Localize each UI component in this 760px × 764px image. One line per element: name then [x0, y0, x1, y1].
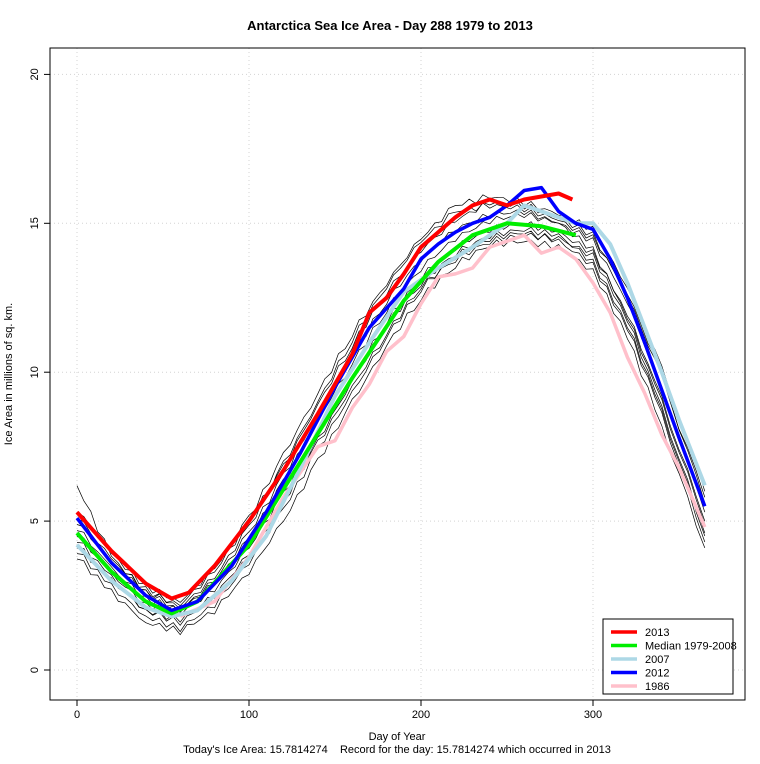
series-line-median-1979-2008	[75, 221, 577, 616]
series-line-2007	[75, 203, 707, 619]
y-tick-label: 0	[29, 667, 41, 673]
footer-text: Today's Ice Area: 15.7814274 Record for …	[183, 744, 611, 756]
y-tick-label: 10	[29, 366, 41, 378]
chart-title: Antarctica Sea Ice Area - Day 288 1979 t…	[247, 18, 533, 33]
series-line-2013	[75, 191, 574, 601]
y-tick-label: 5	[29, 518, 41, 524]
axes: 0 100 200 300 0 5 10 15 20	[29, 68, 602, 721]
grid	[50, 48, 745, 700]
series-line-1986	[179, 233, 707, 619]
other-year-line	[76, 239, 706, 636]
legend-label: 2007	[645, 654, 669, 666]
legend-label: Median 1979-2008	[645, 641, 737, 653]
other-year-line	[76, 230, 706, 633]
other-year-line	[76, 209, 706, 613]
x-tick-label: 0	[74, 709, 80, 721]
x-tick-label: 300	[584, 709, 602, 721]
series-lines	[75, 185, 707, 636]
other-year-line	[76, 194, 706, 603]
y-tick-label: 20	[29, 68, 41, 80]
legend-label: 2012	[645, 668, 669, 680]
x-axis-label: Day of Year	[369, 731, 426, 743]
other-year-line	[76, 232, 706, 623]
x-tick-label: 100	[240, 709, 258, 721]
legend-label: 2013	[645, 627, 669, 639]
y-axis-label: Ice Area in millions of sq. km.	[3, 303, 15, 445]
x-tick-label: 200	[412, 709, 430, 721]
y-tick-label: 15	[29, 217, 41, 229]
other-year-line	[76, 212, 706, 613]
plot-frame	[49, 47, 746, 701]
series-line-2012	[75, 185, 707, 613]
legend-label: 1986	[645, 681, 669, 693]
